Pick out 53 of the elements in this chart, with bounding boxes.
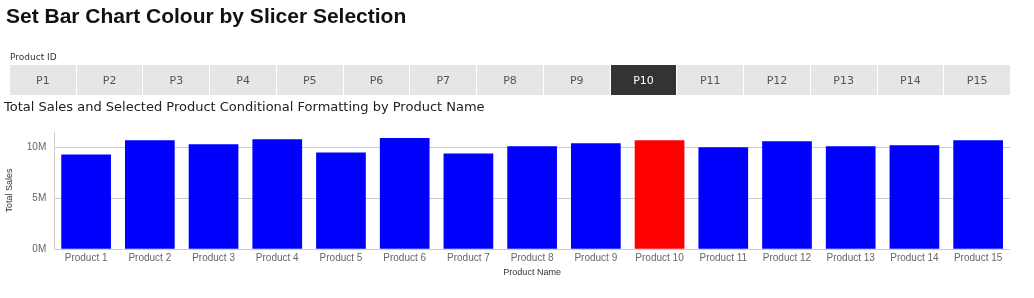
- text: Product ID: [10, 52, 57, 62]
- x-tick-label: Product 9: [574, 251, 618, 263]
- bar: [443, 153, 494, 249]
- category-label: P13: [810, 65, 877, 95]
- x-tick-label: Product 8: [510, 251, 554, 263]
- bar: [825, 146, 876, 249]
- x-tick-label: Product 10: [635, 251, 685, 263]
- category-label: P6: [343, 65, 410, 95]
- x-tick-label: Product 2: [128, 251, 172, 263]
- category-label: P15: [944, 65, 1011, 95]
- y-axis-title: Total Sales: [3, 168, 14, 213]
- x-tick-label: Product 5: [319, 251, 363, 263]
- bar: [507, 146, 557, 249]
- bar: [188, 144, 239, 249]
- bar: [379, 138, 430, 249]
- bar: [124, 140, 175, 249]
- category-label: P14: [877, 65, 944, 95]
- y-tick-label: 0M: [32, 242, 47, 254]
- bar: [889, 145, 940, 249]
- x-tick-label: Product 3: [192, 251, 236, 263]
- x-tick-label: Product 14: [890, 251, 940, 263]
- x-axis-title: Product Name: [503, 267, 561, 278]
- category-label: P7: [410, 65, 477, 95]
- category-label: P8: [477, 65, 543, 95]
- x-tick-label: Product 15: [953, 251, 1003, 263]
- bar: [762, 141, 812, 249]
- bar: [570, 143, 621, 249]
- bar: [634, 140, 685, 249]
- category-label: P11: [677, 65, 744, 95]
- bar: [316, 152, 366, 249]
- x-tick-label: Product 1: [64, 251, 108, 263]
- y-tick-label: 10M: [26, 141, 47, 153]
- category-label: P5: [276, 65, 343, 95]
- bar: [61, 154, 111, 249]
- x-tick-label: Product 4: [255, 251, 300, 263]
- x-tick-label: Product 12: [762, 251, 812, 263]
- bar: [698, 147, 749, 249]
- chart-title: Total Sales and Selected Product Conditional Formatting by Product Name: [4, 99, 485, 114]
- bar: [953, 140, 1003, 249]
- bar: [252, 139, 303, 249]
- category-label: P1: [10, 65, 76, 95]
- category-label: P4: [210, 65, 276, 95]
- text: Set Bar Chart Colour by Slicer Selection: [6, 4, 407, 28]
- x-tick-label: Product 6: [383, 251, 427, 263]
- category-label: P9: [543, 65, 610, 95]
- x-tick-label: Product 13: [826, 251, 876, 263]
- y-tick-label: 5M: [32, 191, 47, 203]
- x-tick-label: Product 7: [447, 251, 491, 263]
- category-label: P12: [744, 65, 810, 95]
- category-label: P2: [76, 65, 143, 95]
- category-label: P3: [143, 65, 210, 95]
- x-tick-label: Product 11: [699, 251, 748, 263]
- category-label: P10: [610, 65, 677, 95]
